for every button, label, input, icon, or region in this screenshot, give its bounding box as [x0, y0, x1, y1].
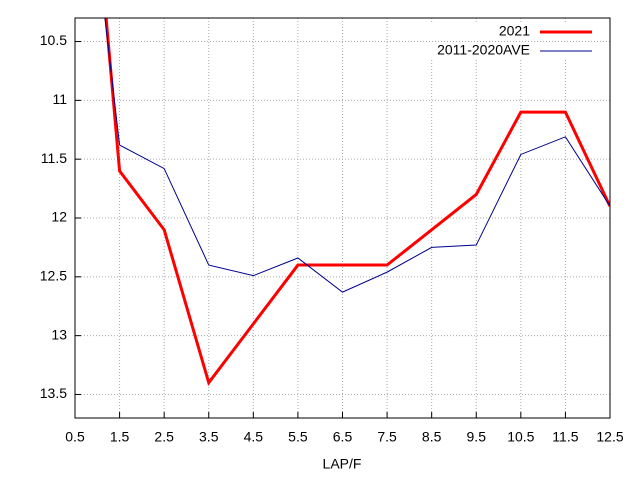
- x-tick-label: 12.5: [596, 429, 623, 445]
- y-tick-label: 13: [51, 326, 67, 342]
- x-tick-label: 1.5: [110, 429, 130, 445]
- y-tick-label: 12: [51, 209, 67, 225]
- legend-bg: [418, 23, 598, 41]
- legend-label: 2011-2020AVE: [437, 42, 530, 58]
- legend-label: 2021: [499, 23, 530, 39]
- y-tick-label: 11: [52, 91, 67, 107]
- x-tick-label: 10.5: [507, 429, 534, 445]
- x-tick-label: 11.5: [552, 429, 578, 445]
- x-tick-label: 0.5: [65, 429, 85, 445]
- x-tick-label: 2.5: [154, 429, 174, 445]
- y-tick-label: 13.5: [40, 385, 67, 401]
- series-line: [104, 18, 610, 386]
- y-tick-label: 10.5: [40, 32, 67, 48]
- x-tick-label: 5.5: [288, 429, 308, 445]
- legend-bg: [418, 42, 598, 60]
- x-axis-label: LAP/F: [323, 456, 362, 472]
- x-tick-label: 8.5: [422, 429, 442, 445]
- x-tick-label: 9.5: [467, 429, 487, 445]
- y-tick-label: 11.5: [41, 150, 67, 166]
- x-tick-label: 3.5: [199, 429, 219, 445]
- series-line: [104, 18, 610, 293]
- x-tick-label: 7.5: [377, 429, 397, 445]
- y-tick-label: 12.5: [40, 268, 67, 284]
- x-tick-label: 4.5: [244, 429, 264, 445]
- x-tick-label: 6.5: [333, 429, 353, 445]
